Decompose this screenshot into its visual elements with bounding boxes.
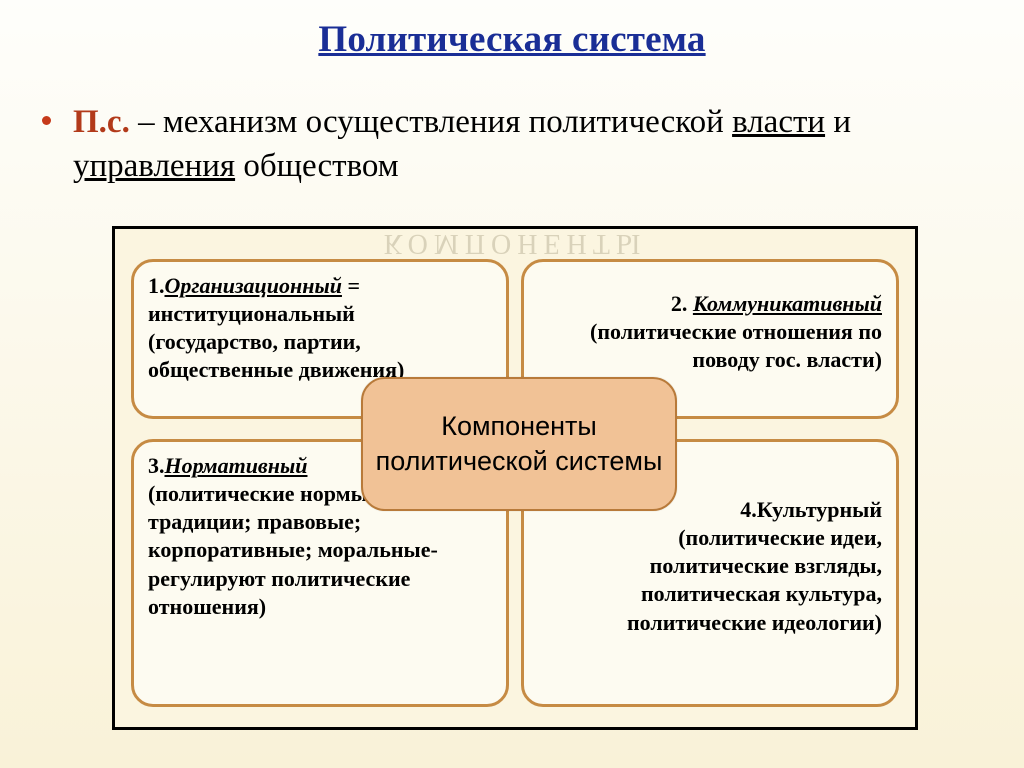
q4-head: Культурный [757,497,882,522]
def-p2: обществом [235,148,399,184]
q1-num: 1. [148,273,165,298]
slide: Политическая система П.с. – механизм осу… [0,0,1024,768]
q4-num: 4. [740,497,757,522]
q1-head: Организационный [165,273,342,298]
bullet-icon [42,116,51,125]
q3-head: Нормативный [165,453,308,478]
def-dash: – [130,104,163,140]
q3-num: 3. [148,453,165,478]
components-frame: КОМПОНЕНТЫ 1.Организационный = институци… [112,226,918,730]
def-u1: власти [732,104,825,140]
q2-num: 2. [671,291,693,316]
definition-row: П.с. – механизм осуществления политическ… [42,101,1024,188]
def-u2: управления [73,148,235,184]
q2-head: Коммуникативный [693,291,882,316]
definition-text: П.с. – механизм осуществления политическ… [73,101,1024,188]
watermark-text: КОМПОНЕНТЫ [115,227,915,259]
q4-body: (политические идеи, политические взгляды… [627,525,882,634]
def-mid: и [825,104,851,140]
slide-title: Политическая система [0,18,1024,61]
q2-body: (политические отношения по поводу гос. в… [590,319,882,372]
q1-body: (государство, партии, общественные движе… [148,329,404,382]
center-label-box: Компоненты политической системы [361,377,677,511]
abbr: П.с. [73,104,130,140]
center-label: Компоненты политической системы [363,409,675,479]
def-p1: механизм осуществления политической [163,104,732,140]
